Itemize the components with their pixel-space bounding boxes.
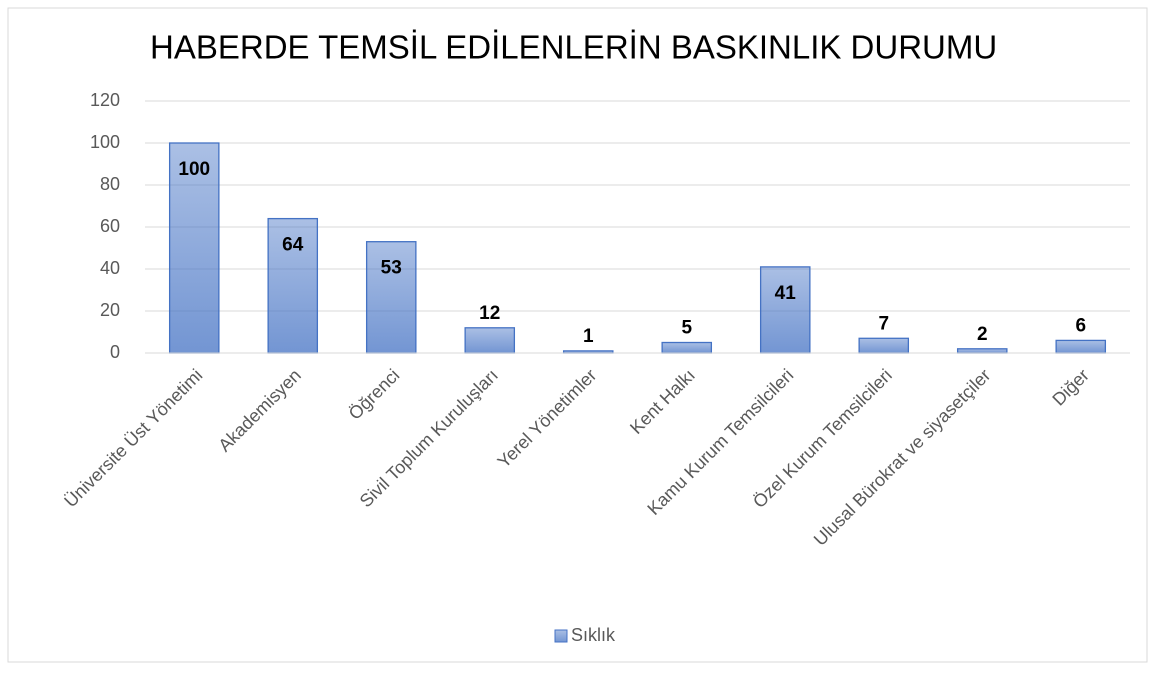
y-tick-label: 80 [100, 174, 120, 194]
legend-label: Sıklık [571, 625, 616, 645]
data-label: 53 [381, 258, 402, 279]
data-label: 100 [178, 159, 210, 180]
y-tick-label: 120 [90, 90, 120, 110]
legend-swatch [554, 629, 568, 643]
y-tick-label: 20 [100, 300, 120, 320]
chart-title: HABERDE TEMSİL EDİLENLERİN BASKINLIK DUR… [150, 29, 997, 66]
bar [661, 341, 713, 354]
bar [1055, 339, 1107, 354]
y-tick-label: 40 [100, 258, 120, 278]
y-tick-label: 100 [90, 132, 120, 152]
data-label: 1 [583, 326, 594, 347]
y-tick-label: 0 [110, 342, 120, 362]
bar [956, 348, 1008, 354]
data-label: 64 [282, 235, 304, 256]
y-tick-label: 60 [100, 216, 120, 236]
data-label: 12 [479, 303, 500, 324]
data-label: 5 [681, 318, 692, 339]
data-label: 41 [775, 283, 797, 304]
data-label: 7 [878, 313, 889, 334]
bar [759, 266, 811, 354]
data-label: 2 [977, 324, 988, 345]
bar [858, 337, 910, 354]
data-label: 6 [1075, 315, 1086, 336]
bar [168, 142, 220, 354]
bar [464, 327, 516, 354]
